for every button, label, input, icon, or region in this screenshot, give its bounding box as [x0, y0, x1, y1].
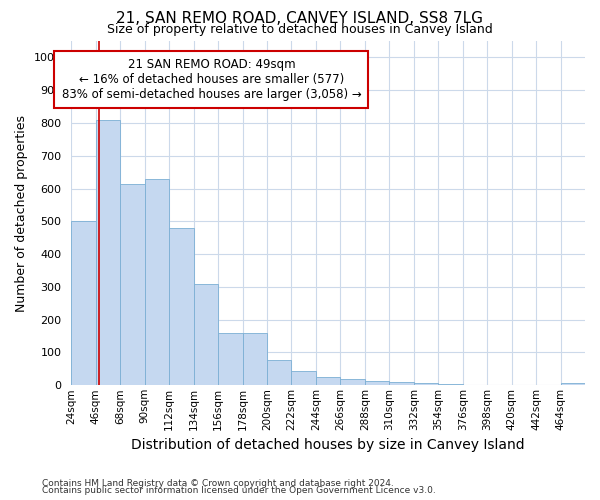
Y-axis label: Number of detached properties: Number of detached properties [15, 114, 28, 312]
Bar [365, 380, 389, 386]
Bar [267, 360, 292, 386]
Text: Size of property relative to detached houses in Canvey Island: Size of property relative to detached ho… [107, 22, 493, 36]
Bar [389, 382, 414, 386]
Text: Contains HM Land Registry data © Crown copyright and database right 2024.: Contains HM Land Registry data © Crown c… [42, 478, 394, 488]
Bar [414, 384, 438, 386]
Bar [71, 222, 96, 386]
Text: Contains public sector information licensed under the Open Government Licence v3: Contains public sector information licen… [42, 486, 436, 495]
Bar [316, 377, 340, 386]
Bar [120, 184, 145, 386]
Bar [242, 333, 267, 386]
Bar [340, 378, 365, 386]
Bar [194, 284, 218, 386]
Text: 21, SAN REMO ROAD, CANVEY ISLAND, SS8 7LG: 21, SAN REMO ROAD, CANVEY ISLAND, SS8 7L… [116, 11, 484, 26]
Bar [292, 370, 316, 386]
Bar [145, 178, 169, 386]
Bar [438, 384, 463, 386]
Bar [169, 228, 194, 386]
X-axis label: Distribution of detached houses by size in Canvey Island: Distribution of detached houses by size … [131, 438, 525, 452]
Bar [560, 383, 585, 386]
Bar [96, 120, 120, 386]
Bar [463, 384, 487, 386]
Bar [218, 333, 242, 386]
Text: 21 SAN REMO ROAD: 49sqm
← 16% of detached houses are smaller (577)
83% of semi-d: 21 SAN REMO ROAD: 49sqm ← 16% of detache… [62, 58, 361, 101]
